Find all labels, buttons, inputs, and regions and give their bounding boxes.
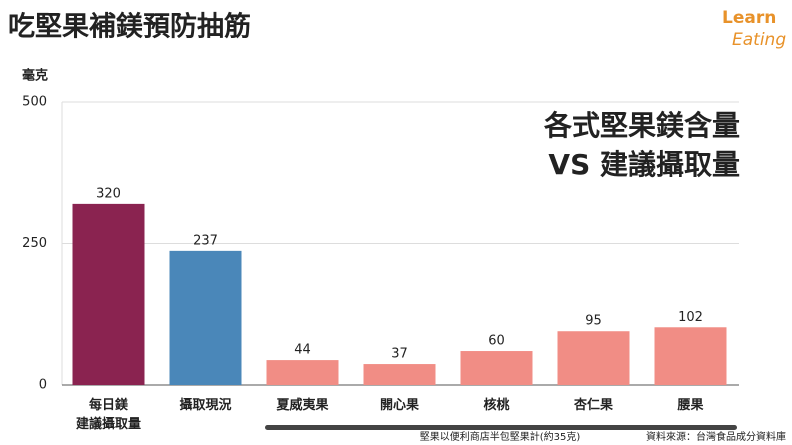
- value-label: 237: [193, 233, 218, 248]
- bar: [72, 203, 145, 385]
- value-label: 320: [96, 186, 121, 201]
- note: 堅果以便利商店半包堅果計(約35克): [420, 430, 581, 443]
- value-label: 37: [391, 347, 408, 362]
- logo-line2: Eating: [732, 30, 786, 50]
- group-bracket: [265, 425, 737, 430]
- source: 資料來源：台灣食品成分資料庫: [646, 430, 786, 443]
- x-tick-label: 杏仁果: [573, 398, 613, 413]
- bar: [557, 331, 630, 385]
- annotation: VS 建議攝取量: [548, 148, 740, 181]
- value-label: 102: [678, 310, 703, 325]
- x-tick-label: 攝取現況: [179, 398, 232, 413]
- annotation: 各式堅果鎂含量: [543, 109, 740, 142]
- chart-title: 吃堅果補鎂預防抽筋: [8, 11, 251, 43]
- logo-line1: Learn: [722, 8, 776, 28]
- y-tick-label: 0: [39, 378, 47, 393]
- value-label: 44: [294, 343, 311, 358]
- x-tick-label: 每日鎂 建議攝取量: [75, 398, 141, 432]
- bar: [266, 360, 339, 385]
- x-tick-label: 夏威夷果: [276, 398, 329, 413]
- bar: [169, 250, 242, 385]
- value-label: 95: [585, 314, 602, 329]
- y-tick-label: 250: [22, 236, 47, 251]
- x-tick-label: 腰果: [677, 398, 704, 413]
- y-axis-label: 毫克: [22, 68, 48, 84]
- x-tick-label: 核桃: [483, 398, 510, 413]
- y-tick-label: 500: [22, 95, 47, 110]
- bar: [363, 364, 436, 385]
- x-tick-label: 開心果: [379, 398, 419, 413]
- bar: [654, 327, 727, 385]
- value-label: 60: [488, 334, 505, 349]
- bar: [460, 351, 533, 385]
